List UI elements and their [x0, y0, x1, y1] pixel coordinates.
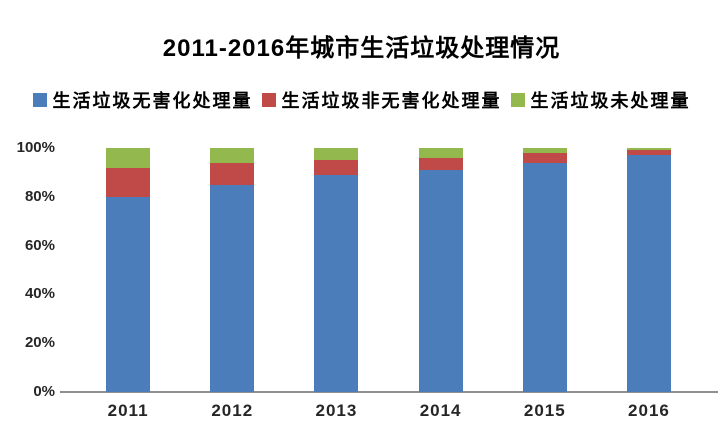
bar-column-2012	[180, 148, 284, 392]
bar-segment-2012	[210, 184, 255, 392]
bar-segment-2011	[106, 148, 151, 168]
legend: 生活垃圾无害化处理量 生活垃圾非无害化处理量 生活垃圾未处理量	[0, 87, 723, 113]
bar-segment-2011	[106, 167, 151, 197]
bar-column-2014	[389, 148, 493, 392]
bar-column-2013	[284, 148, 388, 392]
bar-segment-2014	[418, 148, 463, 158]
y-axis: 0% 20% 40% 60% 80% 100%	[0, 139, 55, 400]
bar-segment-2015	[522, 152, 567, 163]
bar-segment-2013	[314, 148, 359, 161]
stacked-bar-2013	[314, 148, 359, 392]
bar-segment-2014	[418, 169, 463, 392]
bar-segment-2013	[314, 160, 359, 175]
stacked-bar-2012	[210, 148, 255, 392]
legend-item-non-harmless-treated: 生活垃圾非无害化处理量	[261, 87, 502, 113]
bar-segment-2015	[522, 148, 567, 153]
chart-title: 2011-2016年城市生活垃圾处理情况	[162, 35, 561, 62]
bar-segment-2016	[626, 148, 671, 151]
y-tick-label: 80%	[24, 187, 55, 205]
bar-segment-2016	[626, 150, 671, 156]
legend-swatch-green-icon	[510, 93, 525, 107]
bar-segment-2015	[522, 162, 567, 392]
legend-swatch-blue-icon	[32, 93, 47, 107]
bar-segment-2016	[626, 155, 671, 392]
legend-label: 生活垃圾无害化处理量	[52, 91, 253, 111]
bar-segment-2012	[210, 148, 255, 163]
x-tick-label: 2013	[315, 401, 358, 420]
x-tick-label: 2016	[628, 401, 670, 420]
bar-column-2011	[76, 148, 180, 392]
y-tick-label: 60%	[24, 236, 55, 254]
plot-bars	[76, 148, 701, 392]
x-tick-label: 2014	[419, 401, 462, 420]
stacked-bar-2015	[522, 148, 567, 392]
legend-item-harmless-treated: 生活垃圾无害化处理量	[32, 87, 253, 113]
bar-column-2016	[597, 148, 701, 392]
legend-label: 生活垃圾未处理量	[530, 91, 691, 111]
stacked-bar-2014	[418, 148, 463, 392]
x-tick-label: 2012	[211, 401, 254, 420]
legend-item-untreated: 生活垃圾未处理量	[510, 87, 691, 113]
bar-segment-2013	[314, 174, 359, 392]
bar-segment-2014	[418, 157, 463, 170]
stacked-bar-2016	[626, 148, 671, 392]
legend-swatch-red-icon	[261, 93, 276, 107]
x-tick-label: 2011	[107, 401, 149, 420]
bar-column-2015	[493, 148, 597, 392]
x-tick-label: 2015	[523, 401, 566, 420]
y-tick-label: 40%	[24, 285, 55, 303]
x-axis-line	[60, 391, 718, 393]
legend-label: 生活垃圾非无害化处理量	[281, 91, 502, 111]
x-axis: 2011 2012 2013 2014 2015 2016	[76, 401, 701, 421]
y-tick-label: 0%	[33, 383, 55, 400]
bar-segment-2011	[106, 196, 151, 392]
y-tick-label: 100%	[16, 139, 55, 156]
bar-segment-2012	[210, 162, 255, 185]
stacked-bar-2011	[106, 148, 151, 392]
y-tick-label: 20%	[24, 334, 55, 352]
